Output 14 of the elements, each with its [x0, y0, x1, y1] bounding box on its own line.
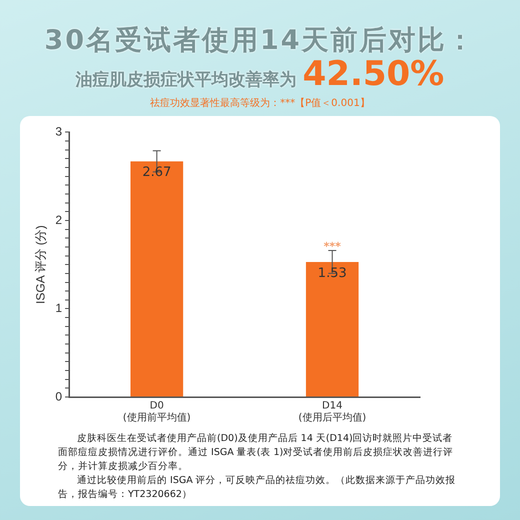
chart-title: 30名受试者使用14天前后对比： [43, 24, 477, 58]
y-tick-label: 0 [55, 389, 62, 404]
text: 祛痘功效显著性最高等级为：***【P值＜0.001】 [149, 96, 371, 110]
data-label: 2.67 [142, 165, 172, 180]
text: 皮肤科医生在受试者使用产品前(D0)及使用产品后 14 天(D14)回访时就照片中受试者面部痘痘皮损情况进行评价。通过 ISGA 量表(表 1)对受试者使用前后皮损症状改善进行评分，并计算皮损减少百分率。 [58, 432, 454, 474]
y-axis-title: ISGA 评分 (分) [34, 225, 48, 304]
x-tick-label: D0 (使用前平均值) [122, 400, 191, 424]
text: 通过比较使用前后的 ISGA 评分，可反映产品的祛痘功效。（此数据来源于产品功效报告，报告编号：YT2320662） [58, 474, 457, 502]
x-tick-label: D14 (使用后平均值) [298, 400, 366, 424]
y-tick-label: 3 [55, 124, 62, 139]
y-tick-label: 2 [55, 212, 62, 227]
y-tick-label: 1 [55, 301, 62, 316]
annotation: *** [324, 240, 342, 253]
data-label: 1.53 [318, 266, 347, 281]
